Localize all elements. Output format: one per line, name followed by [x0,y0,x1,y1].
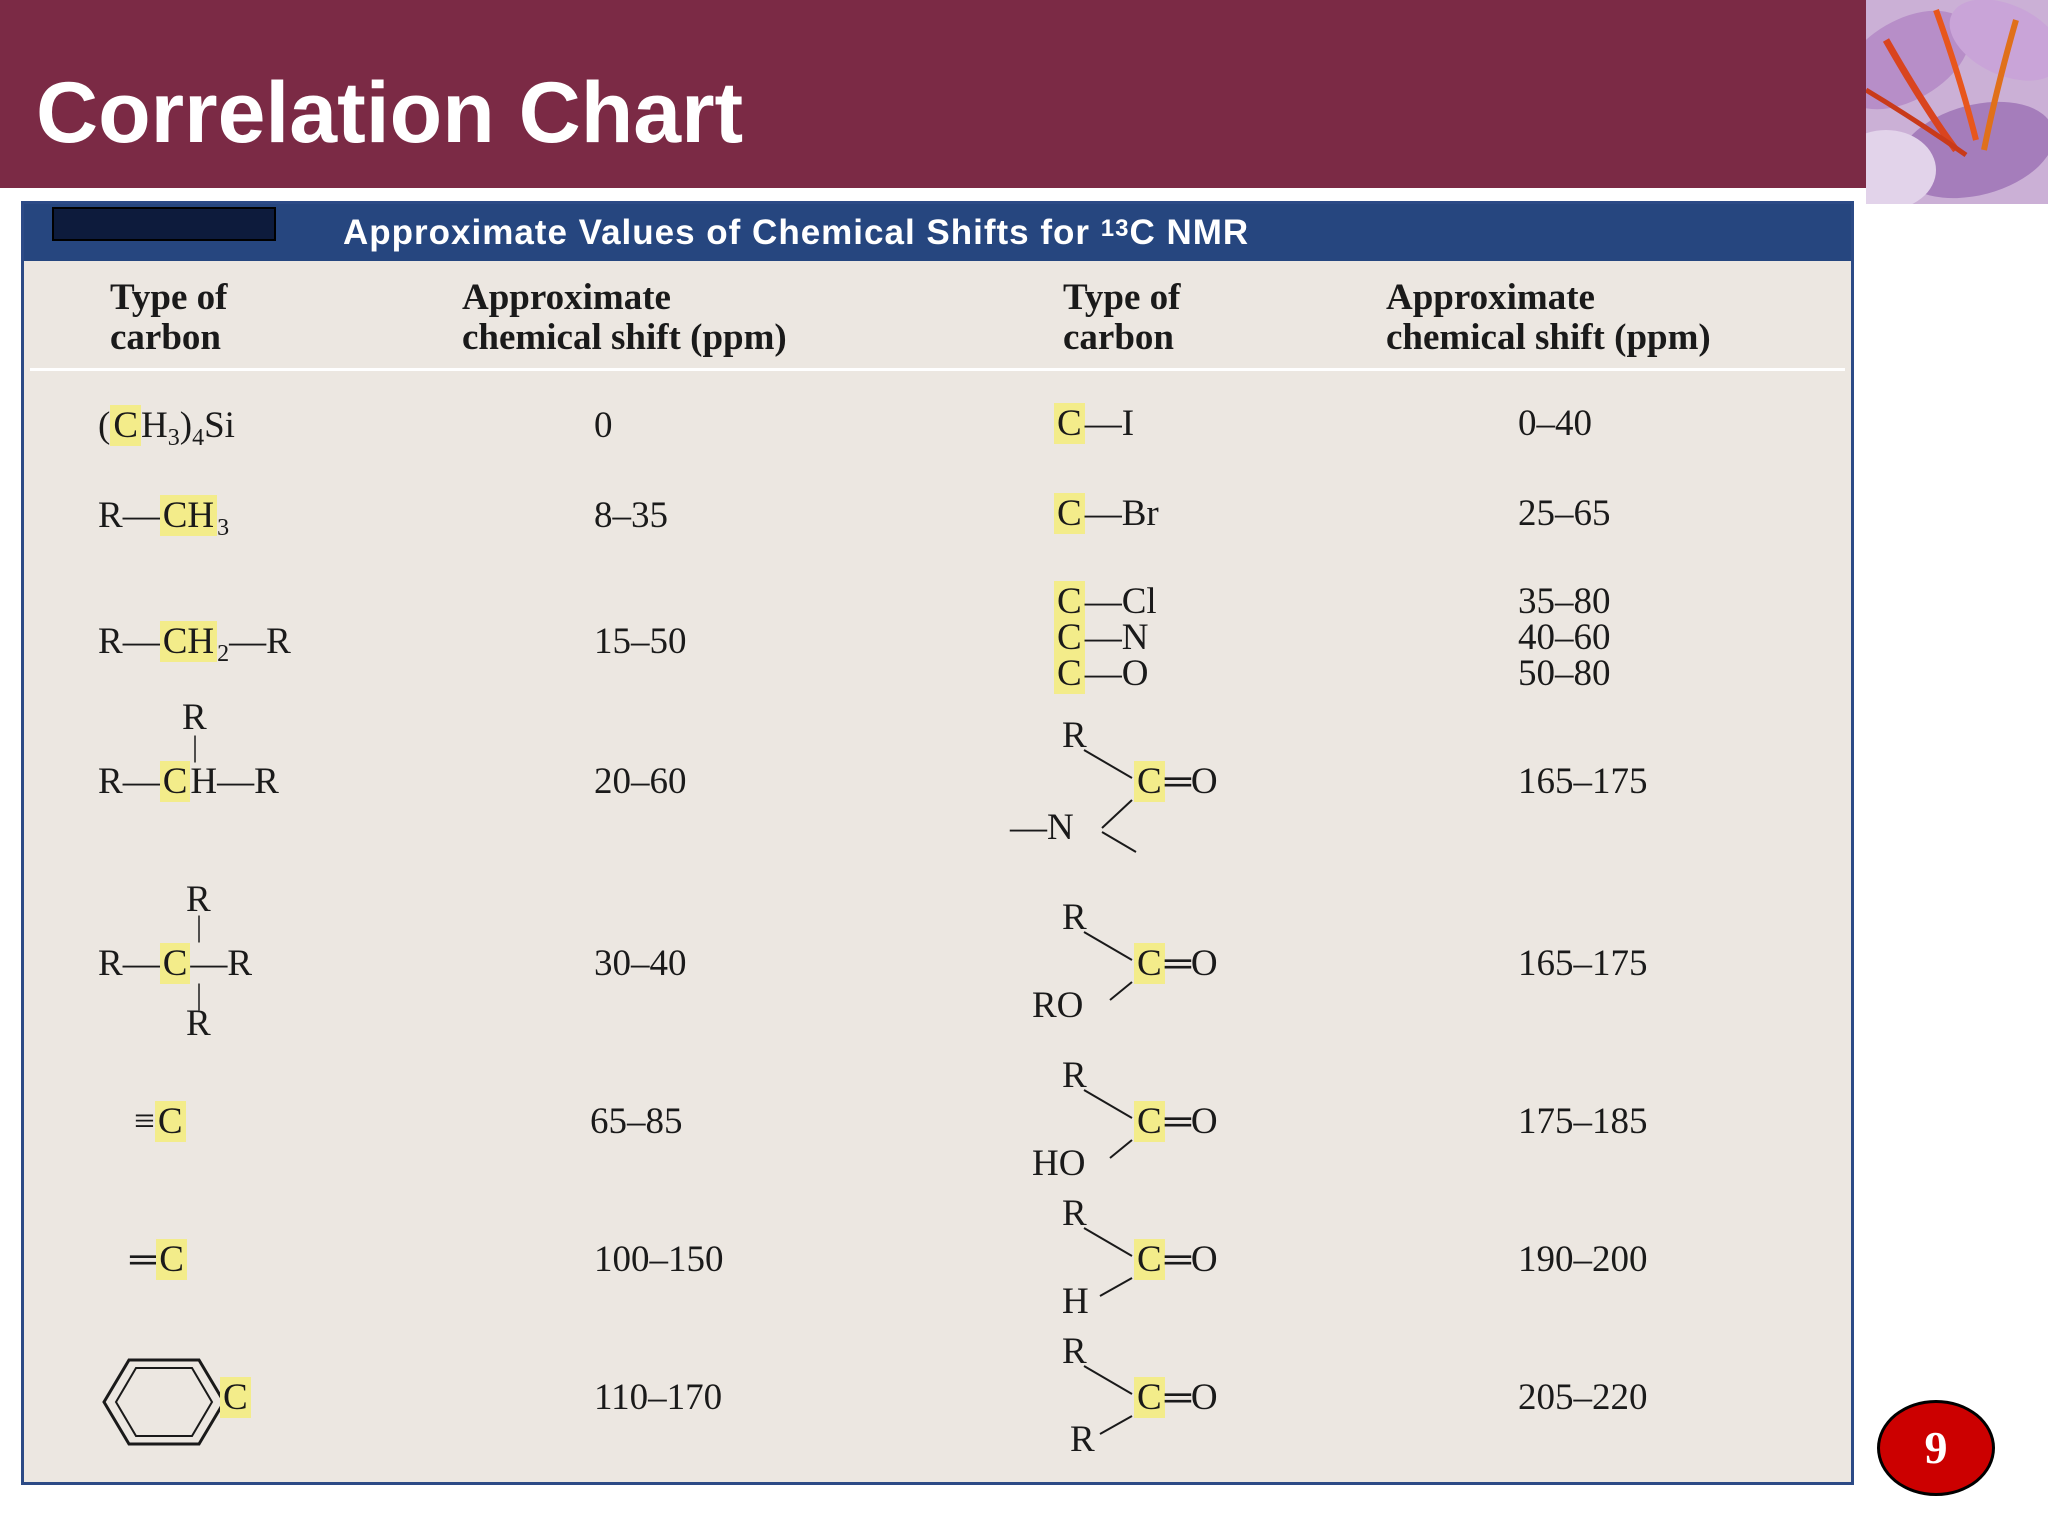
page-number-badge: 9 [1877,1400,1995,1496]
shift-right-row7: 190–200 [1518,1239,1648,1280]
ester-ro: RO [1032,985,1084,1026]
header-shift-right: Approximate chemical shift (ppm) [1386,278,1711,358]
structure-methine-bond: | [192,730,199,763]
flower-illustration [1866,0,2048,204]
shift-right-row1: 0–40 [1518,403,1592,444]
table-label-box [52,207,276,241]
structure-amine: C—N [1054,617,1148,658]
structure-ether: C—O [1054,653,1148,694]
ketone-r-bottom: R [1070,1419,1095,1460]
slide-title: Correlation Chart [36,65,744,161]
structure-quaternary: R—C—R [98,943,253,984]
amide-nitrogen: —N [1010,807,1074,848]
structure-methine-top-r: R [182,697,207,738]
caption-main: Approximate Values of Chemical Shifts fo… [343,213,1101,252]
header-shift-left-line1: Approximate [462,277,671,318]
ketone-carbonyl: C═O [1134,1377,1218,1418]
shift-right-row3b: 40–60 [1518,617,1611,658]
header-shift-right-line2: chemical shift (ppm) [1386,317,1711,358]
table-caption: Approximate Values of Chemical Shifts fo… [343,209,1249,257]
header-shift-left: Approximate chemical shift (ppm) [462,278,787,358]
ester-bonds [1083,931,1133,1001]
structure-methyl: R—CH 3 [98,495,230,541]
table-caption-bar: Approximate Values of Chemical Shifts fo… [24,204,1851,261]
header-shift-right-line1: Approximate [1386,277,1595,318]
aldehyde-r: R [1062,1193,1087,1234]
shift-left-row1: 0 [594,405,613,446]
structure-methylene: R—CH 2—R [98,621,291,667]
structure-alkyne: ≡C [134,1101,186,1142]
acid-bonds [1083,1089,1133,1159]
shift-right-row3c: 50–80 [1518,653,1611,694]
ester-r: R [1062,897,1087,938]
shift-left-row8: 110–170 [594,1377,723,1418]
acid-carbonyl: C═O [1134,1101,1218,1142]
aldehyde-carbonyl: C═O [1134,1239,1218,1280]
flower-image [1866,0,2048,204]
header-type-right-line1: Type of [1063,277,1181,318]
ketone-r-top: R [1062,1331,1087,1372]
header-type-left-line2: carbon [110,317,221,358]
shift-left-row2: 8–35 [594,495,668,536]
acid-ho: HO [1032,1143,1086,1184]
ester-carbonyl: C═O [1134,943,1218,984]
shift-right-row2: 25–65 [1518,493,1611,534]
structure-tms: (CH3)4Si [98,405,235,451]
amide-bonds [1083,749,1137,853]
structure-quaternary-bond-top: | [196,910,203,943]
ketone-bonds [1083,1365,1133,1435]
shift-right-row4: 165–175 [1518,761,1648,802]
structure-aromatic-carbon: C [220,1377,251,1418]
aldehyde-bonds [1083,1227,1133,1297]
header-shift-left-line2: chemical shift (ppm) [462,317,787,358]
structure-methine: R—CH—R [98,761,279,802]
shift-left-row6: 65–85 [590,1101,683,1142]
amide-carbonyl: C═O [1134,761,1218,802]
shift-left-row5: 30–40 [594,943,687,984]
shift-left-row4: 20–60 [594,761,687,802]
shift-left-row3: 15–50 [594,621,687,662]
shift-right-row5: 165–175 [1518,943,1648,984]
caption-end: C NMR [1129,213,1250,252]
caption-superscript: 13 [1100,215,1130,242]
structure-iodide: C—I [1054,403,1134,444]
shift-right-row3a: 35–80 [1518,581,1611,622]
header-type-left-line1: Type of [110,277,228,318]
header-rule [30,368,1845,371]
header-type-left: Type of carbon [110,278,228,358]
structure-quaternary-top-r: R [186,879,211,920]
structure-quaternary-bond-bottom: | [196,978,203,1011]
shift-right-row8: 205–220 [1518,1377,1648,1418]
shift-left-row7: 100–150 [594,1239,724,1280]
aldehyde-h: H [1062,1281,1089,1322]
shift-right-row6: 175–185 [1518,1101,1648,1142]
header-type-right-line2: carbon [1063,317,1174,358]
structure-bromide: C—Br [1054,493,1159,534]
acid-r: R [1062,1055,1087,1096]
structure-quaternary-bottom-r: R [186,1003,211,1044]
structure-alkene: ═C [130,1239,187,1280]
structure-chloride: C—Cl [1054,581,1157,622]
chemical-shift-table: Approximate Values of Chemical Shifts fo… [21,201,1854,1485]
header-type-right: Type of carbon [1063,278,1181,358]
amide-r: R [1062,715,1087,756]
title-bar: Correlation Chart [0,0,1866,188]
